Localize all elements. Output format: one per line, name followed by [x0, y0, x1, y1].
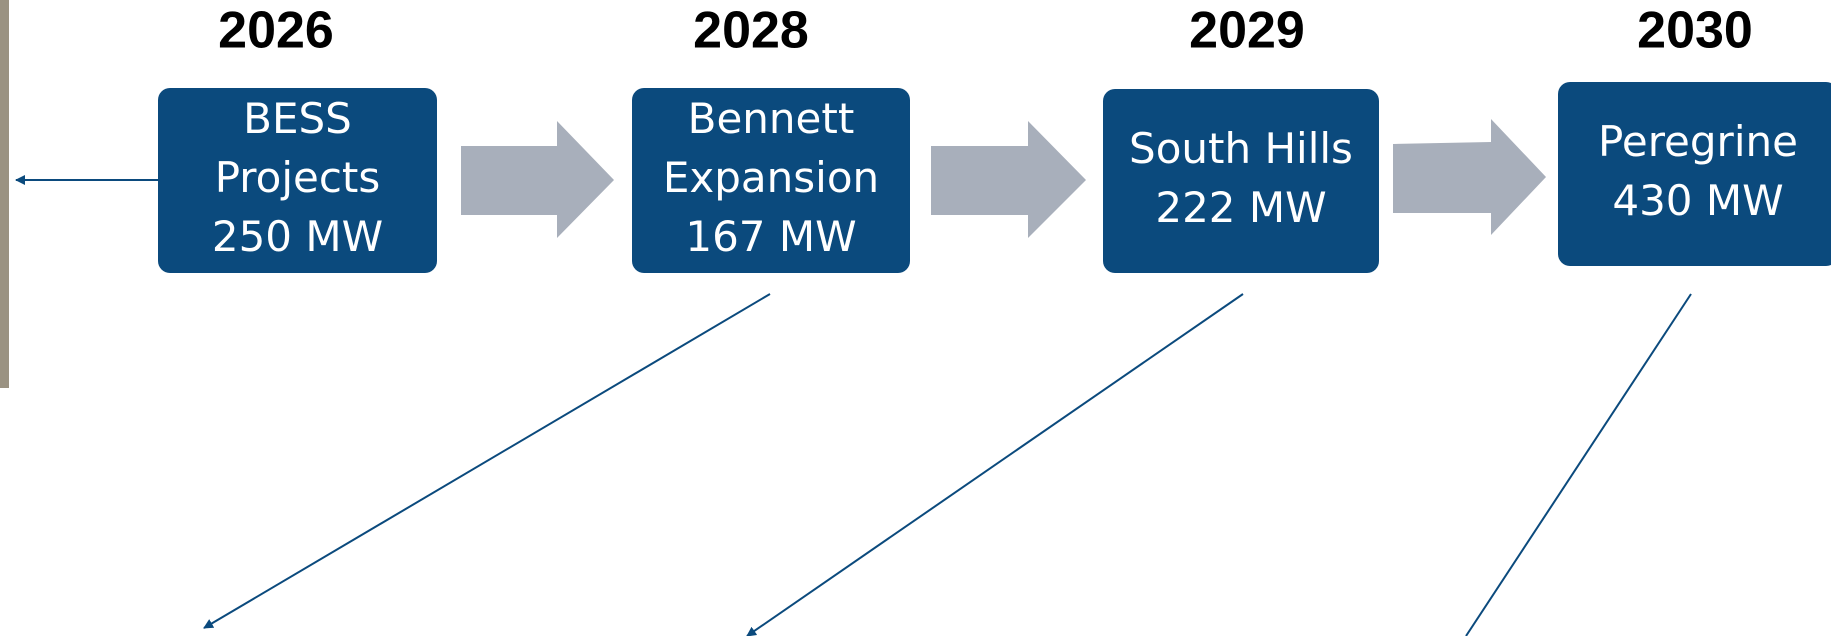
- year-label: 2026: [218, 2, 334, 60]
- connector-arrow: [204, 294, 770, 628]
- project-box: [1558, 82, 1831, 266]
- project-text: 167 MW: [685, 212, 856, 261]
- project-text: Peregrine: [1598, 117, 1798, 166]
- project-text: 430 MW: [1612, 176, 1783, 225]
- project-text: 250 MW: [212, 212, 383, 261]
- connector-line: [1466, 294, 1691, 636]
- year-label: 2028: [693, 2, 809, 60]
- project-box: [1103, 89, 1379, 273]
- nodes: 2026 BESS Projects 250 MW 2028 Bennett Expansi…: [158, 2, 1831, 273]
- block-arrow: [1393, 119, 1546, 235]
- connector-arrow: [747, 294, 1243, 636]
- timeline-diagram: 2026 BESS Projects 250 MW 2028 Bennett Expansi…: [0, 0, 1831, 636]
- project-text: 222 MW: [1155, 183, 1326, 232]
- project-text: BESS: [243, 94, 352, 143]
- block-arrow: [931, 121, 1086, 238]
- image-edge: [0, 0, 9, 388]
- project-text: Expansion: [663, 153, 879, 202]
- year-label: 2029: [1189, 2, 1305, 60]
- project-text: Bennett: [688, 94, 855, 143]
- block-arrow: [461, 121, 614, 238]
- year-label: 2030: [1637, 2, 1753, 60]
- project-text: Projects: [215, 153, 381, 202]
- project-text: South Hills: [1129, 124, 1353, 173]
